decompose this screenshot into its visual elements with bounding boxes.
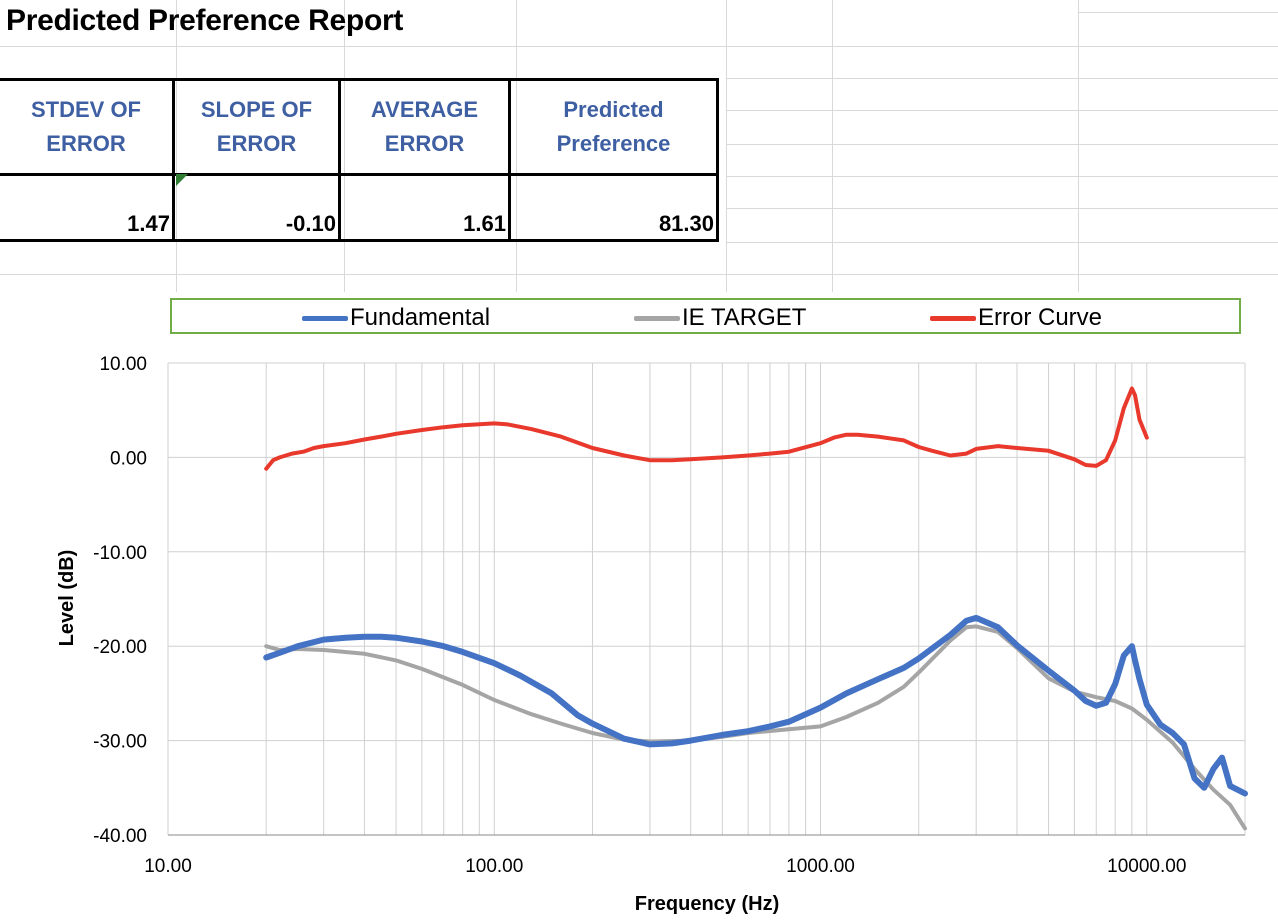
preference-header: Predicted Preference: [556, 97, 671, 156]
sheet-gridline: [1078, 0, 1079, 292]
x-tick-label: 100.00: [465, 856, 523, 877]
y-axis-title: Level (dB): [56, 550, 78, 647]
legend-swatch-target: [634, 316, 680, 322]
page-title: Predicted Preference Report: [6, 4, 404, 37]
sheet-gridline: [726, 78, 1278, 79]
sheet-gridline: [726, 110, 1278, 111]
metrics-header-cell[interactable]: AVERAGE ERROR: [338, 78, 511, 176]
sheet-gridline: [726, 208, 1278, 209]
sheet-gridline: [0, 46, 1278, 47]
stdev-header: STDEV OF ERROR: [30, 97, 141, 156]
sheet-gridline: [726, 176, 1278, 177]
sheet-gridline: [516, 0, 517, 46]
y-tick-label: -30.00: [93, 732, 147, 753]
x-tick-label: 10.00: [144, 856, 192, 877]
metrics-header-cell[interactable]: STDEV OF ERROR: [0, 78, 175, 176]
legend-item-fundamental: Fundamental: [302, 304, 490, 332]
y-tick-label: 10.00: [99, 354, 147, 375]
y-tick-label: -10.00: [93, 543, 147, 564]
metrics-header-cell[interactable]: SLOPE OF ERROR: [172, 78, 341, 176]
x-axis-title: Frequency (Hz): [635, 893, 779, 915]
y-tick-label: -40.00: [93, 826, 147, 847]
chart-tick-labels: 10.00 100.00 1000.00 10000.00 10.00 0.00 -10.0…: [93, 354, 1186, 877]
legend-label-target: IE TARGET: [682, 304, 807, 331]
sheet-gridline: [726, 242, 1278, 243]
legend-item-target: IE TARGET: [634, 304, 806, 332]
slope-header: SLOPE OF ERROR: [200, 97, 313, 156]
y-tick-label: -20.00: [93, 637, 147, 658]
metrics-header-row: STDEV OF ERROR SLOPE OF ERROR AVERAGE ER…: [0, 78, 719, 176]
average-header: AVERAGE ERROR: [370, 97, 479, 156]
legend-swatch-error: [930, 316, 976, 322]
sheet-gridline: [1078, 12, 1278, 13]
preference-value[interactable]: 81.30: [508, 173, 719, 242]
y-tick-label: 0.00: [110, 448, 147, 469]
chart-grid: [167, 362, 1246, 836]
sheet-gridline: [832, 0, 833, 292]
slope-value[interactable]: -0.10: [172, 173, 341, 242]
legend-swatch-fundamental: [302, 316, 348, 322]
sheet-gridline: [726, 0, 727, 292]
comment-indicator-icon: [176, 174, 188, 186]
metrics-header-cell[interactable]: Predicted Preference: [508, 78, 719, 176]
x-tick-label: 10000.00: [1107, 856, 1186, 877]
legend-item-error: Error Curve: [930, 304, 1102, 332]
x-tick-label: 1000.00: [786, 856, 855, 877]
stdev-value[interactable]: 1.47: [0, 173, 175, 242]
sheet-gridline: [726, 144, 1278, 145]
series-line-fundamental: [263, 614, 1248, 797]
average-value[interactable]: 1.61: [338, 173, 511, 242]
frequency-response-chart[interactable]: 10.00 100.00 1000.00 10000.00 10.00 0.00 -10.0…: [0, 340, 1278, 920]
chart-legend[interactable]: Fundamental IE TARGET Error Curve: [170, 298, 1241, 334]
sheet-gridline: [0, 274, 1278, 275]
chart-series: [263, 386, 1248, 831]
metrics-table: STDEV OF ERROR SLOPE OF ERROR AVERAGE ER…: [0, 78, 719, 242]
metrics-value-row: 1.47 -0.10 1.61 81.30: [0, 173, 719, 242]
series-line-error: [264, 386, 1149, 471]
legend-label-error: Error Curve: [978, 304, 1103, 331]
legend-label-fundamental: Fundamental: [350, 304, 491, 331]
series-line-target: [264, 624, 1247, 831]
